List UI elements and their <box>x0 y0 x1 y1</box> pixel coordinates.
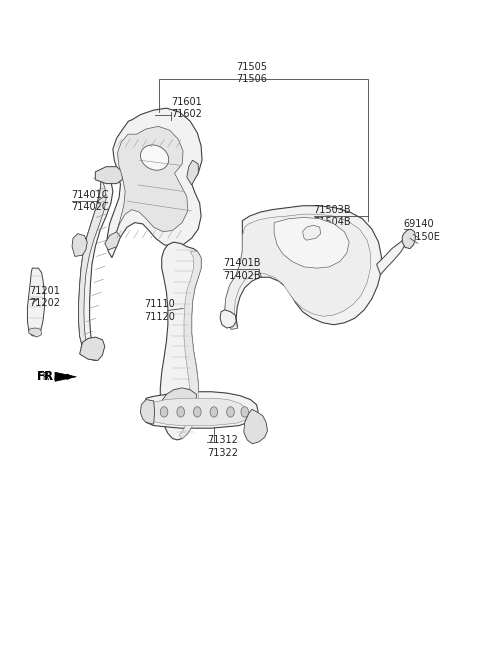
Text: 71110
71120: 71110 71120 <box>144 299 175 321</box>
Polygon shape <box>79 172 106 353</box>
Polygon shape <box>29 328 42 337</box>
Polygon shape <box>79 169 113 361</box>
Text: FR.: FR. <box>37 370 59 383</box>
Ellipse shape <box>141 145 168 170</box>
Polygon shape <box>244 409 267 443</box>
Text: FR.: FR. <box>37 372 52 382</box>
Polygon shape <box>55 372 76 381</box>
Polygon shape <box>225 214 371 329</box>
Circle shape <box>227 407 234 417</box>
Polygon shape <box>143 392 258 428</box>
Polygon shape <box>402 229 416 249</box>
Polygon shape <box>140 400 155 424</box>
Text: 71312
71322: 71312 71322 <box>207 435 238 458</box>
Polygon shape <box>146 398 249 426</box>
Polygon shape <box>274 217 349 268</box>
Polygon shape <box>225 206 382 329</box>
Polygon shape <box>220 310 236 328</box>
Text: 71401C
71402C: 71401C 71402C <box>72 190 109 213</box>
Polygon shape <box>187 160 198 185</box>
Circle shape <box>160 407 168 417</box>
Circle shape <box>241 407 249 417</box>
Polygon shape <box>107 108 202 258</box>
Text: 71201
71202: 71201 71202 <box>29 285 60 308</box>
Text: 71401B
71402B: 71401B 71402B <box>223 258 261 281</box>
Circle shape <box>210 407 218 417</box>
Polygon shape <box>72 234 87 256</box>
Polygon shape <box>160 388 196 422</box>
Circle shape <box>193 407 201 417</box>
Text: 71505
71506: 71505 71506 <box>236 62 267 84</box>
Polygon shape <box>377 238 405 275</box>
Text: 71601
71602: 71601 71602 <box>171 97 202 119</box>
Polygon shape <box>302 225 321 240</box>
Polygon shape <box>27 268 45 336</box>
Polygon shape <box>96 167 122 184</box>
Polygon shape <box>117 127 188 232</box>
Polygon shape <box>160 242 201 440</box>
Polygon shape <box>80 337 105 361</box>
Circle shape <box>177 407 184 417</box>
Text: 71503B
71504B: 71503B 71504B <box>313 205 351 228</box>
Polygon shape <box>179 251 201 439</box>
Text: 69140
69150E: 69140 69150E <box>404 219 441 241</box>
Polygon shape <box>105 232 120 250</box>
